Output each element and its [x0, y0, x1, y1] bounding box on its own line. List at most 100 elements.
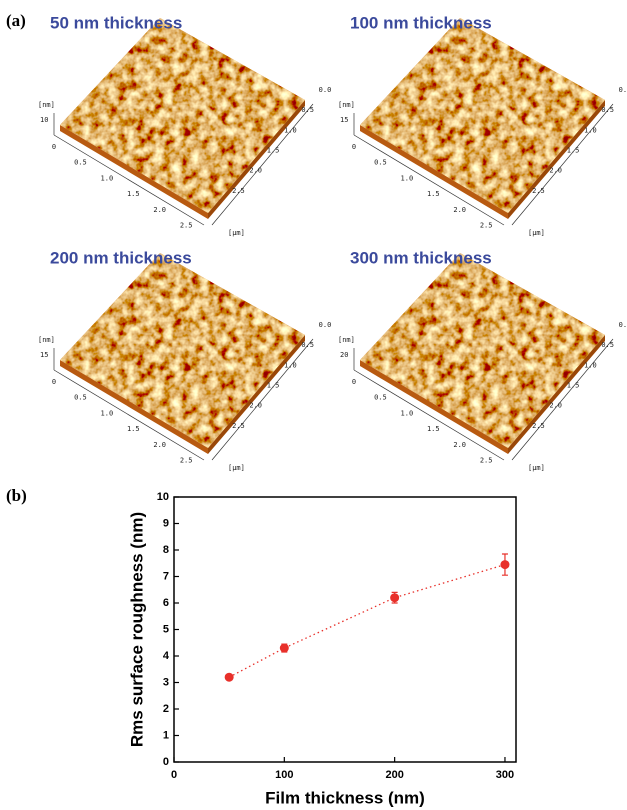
x-tick: 0.5 [74, 394, 87, 402]
y-tick-label: 3 [163, 676, 169, 688]
y-tick: 2.0 [549, 167, 562, 175]
surface-side [508, 335, 605, 454]
y-tick-label: 9 [163, 517, 169, 529]
x-tick: 1.0 [101, 174, 114, 182]
x-tick: 2.0 [453, 441, 466, 449]
x-tick: 0.5 [374, 394, 387, 402]
afm-image: 200 nm thickness [nm] 15 [µm] 0 0.5 1.0 1.5 2.0 2… [38, 248, 331, 472]
y-tick-label: 6 [163, 597, 169, 609]
axis-line [53, 369, 205, 461]
afm-image: 300 nm thickness [nm] 20 [µm] 0 0.5 1.0 1.5 2.0 2… [338, 248, 627, 472]
surface-texture [360, 18, 605, 213]
data-point [224, 672, 234, 682]
axis-line [211, 103, 314, 226]
y-tick: 0.5 [601, 106, 614, 114]
y-tick-label: 5 [163, 623, 169, 635]
x-tick: 1.5 [427, 425, 440, 433]
axis-line [353, 134, 505, 226]
y-tick: 0.0 [319, 86, 332, 94]
x-tick: 2.0 [153, 441, 166, 449]
plot-frame [173, 496, 517, 763]
y-tick: 1.0 [284, 361, 297, 369]
x-tick: 1.0 [101, 409, 114, 417]
y-tick: 0.0 [619, 321, 627, 329]
x-tick: 2.5 [480, 222, 493, 230]
y-tick-label: 2 [163, 703, 169, 715]
x-tick-label: 0 [171, 769, 177, 781]
afm-title: 300 nm thickness [350, 248, 492, 267]
x-tick: 0.5 [74, 159, 87, 167]
x-tick-label: 200 [385, 769, 403, 781]
afm-image: 100 nm thickness [nm] 15 [µm] 0 0.5 1.0 1.5 2.0 2… [338, 13, 627, 237]
z-unit: [nm] [338, 101, 355, 109]
y-tick: 2.5 [532, 187, 545, 195]
x-tick: 1.5 [127, 190, 140, 198]
y-tick: 2.5 [532, 422, 545, 430]
y-tick: 1.5 [567, 382, 580, 390]
y-tick-label: 0 [163, 756, 169, 768]
x-tick: 0.5 [374, 159, 387, 167]
y-tick: 2.0 [249, 167, 262, 175]
afm-images: 50 nm thickness [nm] 10 [µm] 0 0.5 1.0 1.5 2.0 2.… [38, 13, 627, 472]
x-tick: 2.5 [480, 457, 493, 465]
y-tick: 2.5 [232, 422, 245, 430]
surface-side [360, 125, 508, 219]
z-unit: [nm] [338, 336, 355, 344]
x-tick: 2.5 [180, 222, 193, 230]
surface-texture [60, 253, 305, 448]
z-tick: 10 [40, 116, 48, 124]
x-axis-title: Film thickness (nm) [265, 788, 425, 807]
surface-side [208, 100, 305, 219]
afm-title: 200 nm thickness [50, 248, 192, 267]
x-tick: 1.0 [401, 174, 414, 182]
x-tick: 2.0 [153, 206, 166, 214]
surface-texture [360, 253, 605, 448]
z-unit: [nm] [38, 101, 55, 109]
surface-side [60, 125, 208, 219]
x-tick: 0 [352, 143, 356, 151]
panel-label: (a) [6, 11, 26, 30]
y-tick-label: 10 [157, 491, 169, 503]
y-tick: 0.0 [319, 321, 332, 329]
x-tick: 0 [52, 143, 56, 151]
y-tick: 0.5 [301, 106, 314, 114]
y-tick-label: 1 [163, 729, 169, 741]
surface-side [508, 100, 605, 219]
y-tick: 1.0 [584, 361, 597, 369]
z-tick: 15 [40, 351, 48, 359]
x-tick: 1.5 [127, 425, 140, 433]
z-tick: 20 [340, 351, 348, 359]
surface-texture [60, 18, 305, 213]
axis-line [211, 338, 314, 461]
x-tick: 0 [352, 378, 356, 386]
x-tick-label: 300 [496, 769, 514, 781]
x-tick: 1.0 [401, 409, 414, 417]
xy-unit: [µm] [228, 229, 245, 237]
afm-title: 100 nm thickness [350, 13, 492, 32]
z-unit: [nm] [38, 336, 55, 344]
x-tick-label: 100 [275, 769, 293, 781]
axis-line [353, 369, 505, 461]
y-axis-title: Rms surface roughness (nm) [127, 512, 146, 747]
z-tick: 15 [340, 116, 348, 124]
trend-line [228, 563, 506, 678]
y-tick: 1.5 [267, 382, 280, 390]
surface-side [360, 360, 508, 454]
y-tick-label: 7 [163, 570, 169, 582]
xy-unit: [µm] [228, 464, 245, 472]
y-tick: 0.5 [301, 341, 314, 349]
y-tick: 1.5 [267, 147, 280, 155]
y-tick-label: 4 [163, 650, 170, 662]
y-tick: 1.5 [567, 147, 580, 155]
panel-label: (b) [6, 486, 27, 505]
y-tick: 2.0 [549, 402, 562, 410]
y-tick: 1.0 [584, 126, 597, 134]
afm-title: 50 nm thickness [50, 13, 182, 32]
x-tick: 1.5 [427, 190, 440, 198]
data-point [500, 560, 510, 570]
y-tick: 0.0 [619, 86, 627, 94]
axis-line [511, 103, 614, 226]
x-tick: 2.0 [453, 206, 466, 214]
